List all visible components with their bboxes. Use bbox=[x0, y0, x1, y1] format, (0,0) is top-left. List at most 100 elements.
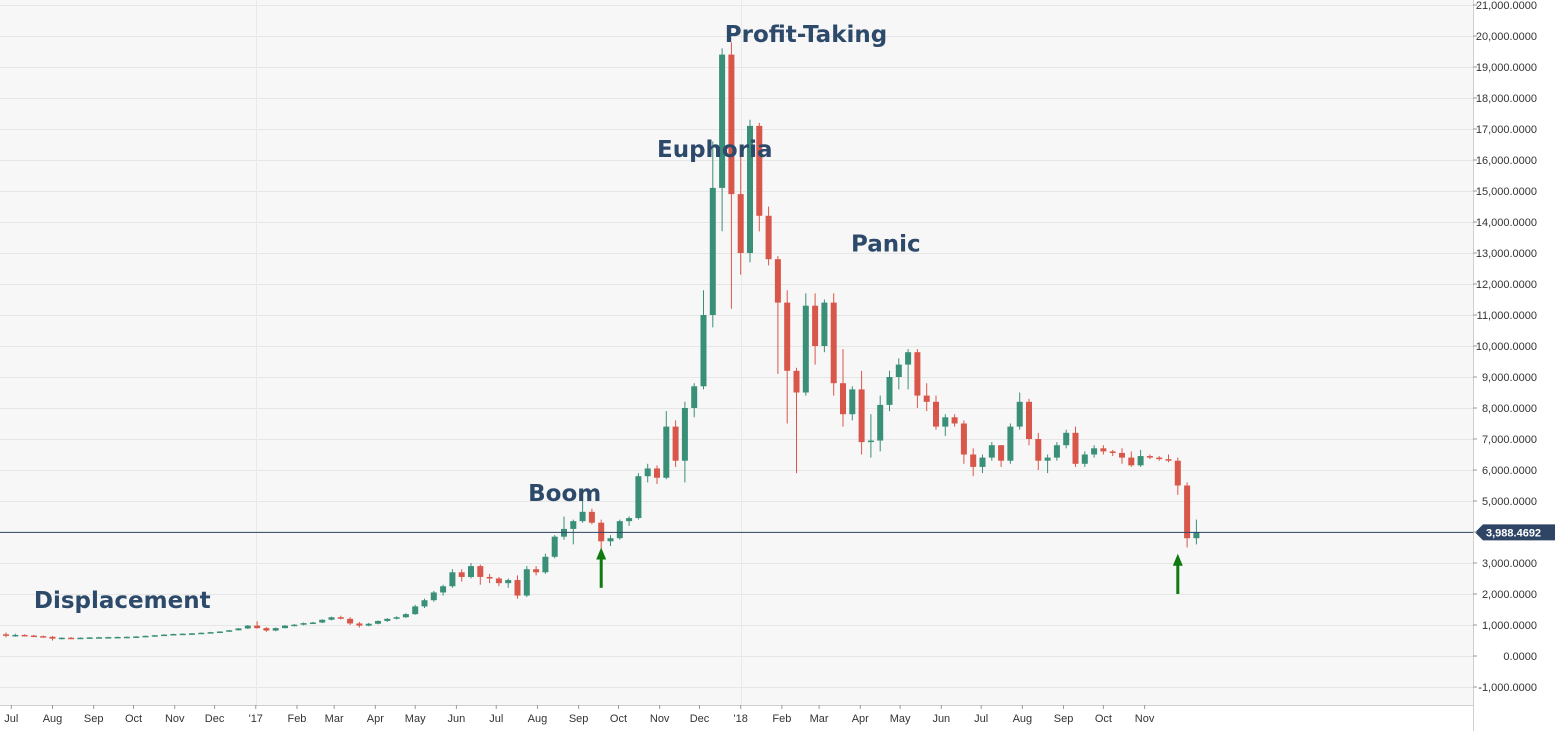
candle bbox=[1119, 448, 1125, 464]
candle-body bbox=[458, 572, 465, 577]
x-tick-label: Mar bbox=[810, 713, 829, 725]
candle bbox=[793, 367, 800, 474]
candle-body bbox=[523, 569, 530, 596]
y-tick-label: -1,000.0000 bbox=[1478, 682, 1537, 694]
candle-body bbox=[895, 364, 902, 377]
candle bbox=[858, 370, 865, 455]
candle bbox=[923, 383, 930, 412]
candle bbox=[393, 616, 400, 620]
candle-body bbox=[105, 637, 112, 639]
candle bbox=[877, 395, 884, 452]
x-tick-label: Nov bbox=[1135, 713, 1155, 725]
current-price-label: 3,988.4692 bbox=[1486, 527, 1541, 539]
candle-body bbox=[1026, 401, 1032, 439]
candle bbox=[1044, 454, 1051, 474]
candle-body bbox=[923, 395, 930, 402]
candle bbox=[1016, 392, 1023, 430]
candle bbox=[616, 519, 623, 540]
x-tick-label: Apr bbox=[367, 713, 384, 725]
candle-body bbox=[12, 634, 19, 637]
candle-body bbox=[1156, 457, 1163, 460]
candle-body bbox=[179, 633, 186, 636]
candle-body bbox=[207, 632, 214, 634]
candle-body bbox=[1007, 426, 1014, 461]
candle bbox=[709, 141, 716, 328]
candle-body bbox=[654, 468, 660, 478]
candle bbox=[1007, 423, 1014, 464]
x-tick-label: Apr bbox=[852, 713, 869, 725]
candle bbox=[1128, 451, 1135, 467]
candle-body bbox=[905, 352, 912, 365]
candle-body bbox=[412, 606, 419, 615]
candle-body bbox=[3, 634, 9, 636]
x-tick-label: Dec bbox=[205, 713, 225, 725]
candle-body bbox=[1072, 432, 1079, 464]
y-tick-label: 18,000.0000 bbox=[1476, 93, 1537, 105]
candle-body bbox=[68, 637, 75, 640]
candle-body bbox=[747, 125, 753, 253]
x-tick-label: Feb bbox=[772, 713, 791, 725]
candle-body bbox=[226, 630, 233, 632]
y-tick-label: 14,000.0000 bbox=[1476, 217, 1537, 229]
candle-body bbox=[933, 401, 939, 427]
x-tick-label: Sep bbox=[569, 713, 589, 725]
candle bbox=[774, 256, 781, 374]
candle bbox=[170, 633, 177, 636]
y-tick-label: 12,000.0000 bbox=[1476, 279, 1537, 291]
candle bbox=[347, 617, 354, 625]
candle-body bbox=[1119, 452, 1125, 458]
y-tick-label: 2,000.0000 bbox=[1482, 589, 1537, 601]
candle-body bbox=[40, 636, 47, 638]
y-tick-label: 17,000.0000 bbox=[1476, 124, 1537, 136]
candle-body bbox=[533, 569, 540, 573]
candle-body bbox=[1109, 451, 1116, 453]
candle-body bbox=[644, 468, 651, 477]
candle bbox=[1109, 449, 1116, 457]
candle bbox=[951, 414, 958, 427]
candle bbox=[207, 631, 214, 634]
candle-body bbox=[821, 302, 828, 346]
candle bbox=[291, 624, 298, 627]
candle-body bbox=[719, 54, 726, 188]
x-tick-label: Jul bbox=[974, 713, 988, 725]
annotation-displacement: Displacement bbox=[34, 588, 211, 614]
candle bbox=[216, 631, 223, 634]
y-tick-label: 13,000.0000 bbox=[1476, 248, 1537, 260]
candle-body bbox=[272, 628, 279, 631]
x-tick-label: Jun bbox=[448, 713, 466, 725]
plot-area bbox=[0, 0, 1473, 705]
candle-body bbox=[1165, 459, 1172, 461]
candle bbox=[802, 293, 809, 396]
x-tick-label: Aug bbox=[528, 713, 548, 725]
candle bbox=[226, 629, 233, 632]
candle-body bbox=[161, 634, 168, 637]
x-tick-label: Dec bbox=[690, 713, 710, 725]
candle bbox=[412, 604, 419, 615]
candle bbox=[272, 627, 279, 632]
x-tick-label: Jul bbox=[489, 713, 503, 725]
candle-body bbox=[505, 580, 512, 584]
candle-body bbox=[365, 623, 372, 626]
candle-body bbox=[468, 566, 474, 577]
candle bbox=[12, 633, 19, 637]
candle-body bbox=[384, 618, 391, 621]
candle-body bbox=[96, 637, 102, 639]
candle-body bbox=[1137, 456, 1144, 466]
candle bbox=[151, 634, 158, 637]
candle bbox=[1156, 456, 1163, 461]
candle-body bbox=[802, 305, 809, 393]
candle-body bbox=[1063, 432, 1070, 446]
candle-body bbox=[737, 194, 744, 253]
candle bbox=[1146, 454, 1153, 460]
candle-body bbox=[672, 426, 679, 461]
candle-body bbox=[375, 620, 381, 624]
y-tick-label: 0.0000 bbox=[1503, 651, 1537, 663]
candle-body bbox=[830, 302, 837, 384]
candle bbox=[1063, 429, 1070, 449]
x-tick-label: Jul bbox=[4, 713, 18, 725]
arrow-head bbox=[596, 547, 607, 560]
x-tick-label: May bbox=[405, 713, 426, 725]
arrow-head bbox=[1172, 553, 1183, 566]
candle bbox=[319, 619, 326, 624]
